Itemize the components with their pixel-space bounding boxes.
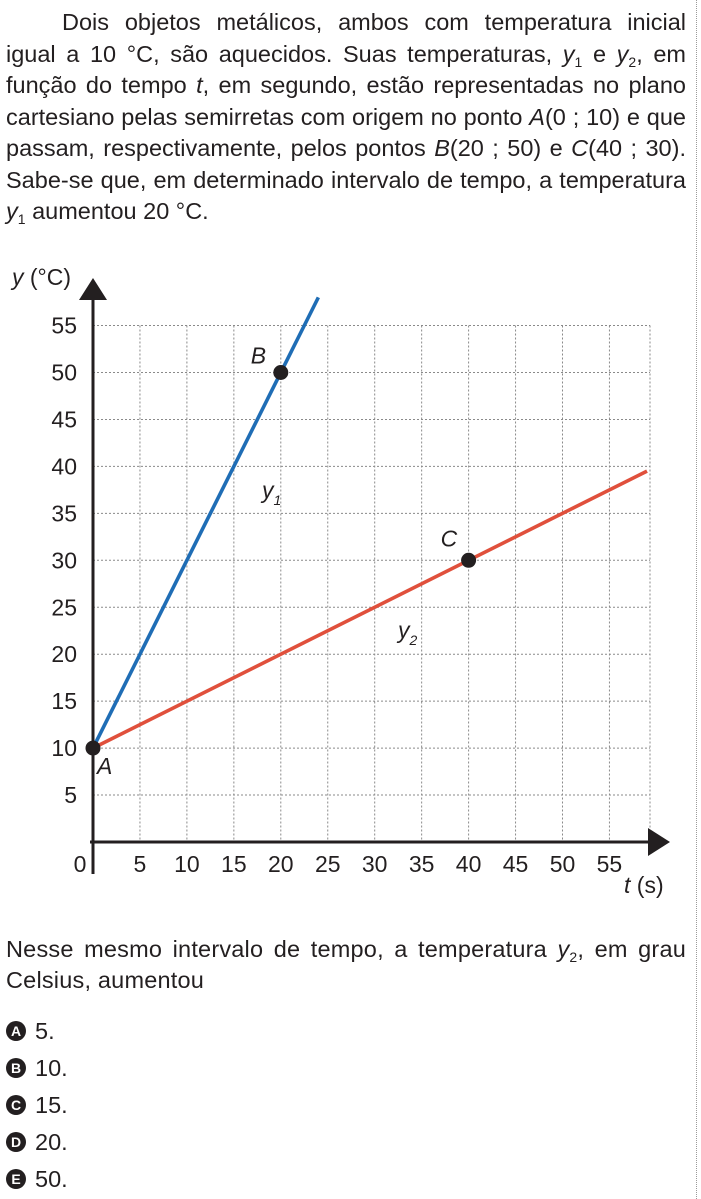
- x-tick-label: 10: [174, 851, 200, 877]
- data-point: [85, 740, 101, 756]
- data-point: [273, 365, 289, 380]
- y-tick-label: 30: [51, 547, 77, 573]
- data-point: [461, 552, 477, 568]
- series-label: y1: [260, 477, 281, 508]
- axes: [79, 278, 670, 874]
- x-tick-label: 45: [503, 851, 529, 877]
- data-points: A B C: [85, 343, 477, 779]
- x-tick-label: 40: [456, 851, 482, 877]
- x-tick-label: 0: [74, 851, 87, 877]
- option-text: 50.: [35, 1165, 68, 1192]
- point-label: B: [251, 343, 266, 369]
- x-axis-arrow-icon: [648, 828, 670, 856]
- x-tick-labels: 0 5 10 15 20 25 30 35 40 45 50 55: [74, 851, 623, 877]
- x-tick-label: 5: [134, 851, 147, 877]
- y-tick-label: 35: [51, 500, 77, 526]
- y-axis-arrow-icon: [79, 278, 107, 300]
- y-tick-label: 50: [51, 360, 77, 386]
- option-text: 20.: [35, 1128, 68, 1155]
- y-tick-label: 20: [51, 641, 77, 667]
- y-tick-label: 55: [51, 313, 77, 339]
- x-tick-label: 50: [550, 851, 576, 877]
- y-tick-label: 40: [51, 453, 77, 479]
- option-d[interactable]: D 20.: [6, 1123, 68, 1160]
- option-text: 5.: [35, 1017, 55, 1044]
- page-margin-rule: [696, 0, 697, 1199]
- y-axis-title: y (°C): [10, 264, 71, 290]
- question-statement: Dois objetos metálicos, ambos com temper…: [6, 9, 686, 227]
- x-tick-label: 55: [597, 851, 623, 877]
- y-tick-label: 15: [51, 688, 77, 714]
- option-badge: D: [6, 1131, 26, 1152]
- graph-svg: 0 5 10 15 20 25 30 35 40 45 50 55 5 10 15 20 25 30 35 40 45…: [10, 264, 670, 898]
- point-label: A: [95, 753, 112, 779]
- x-axis-title: t (s): [624, 872, 664, 898]
- y-tick-labels: 5 10 15 20 25 30 35 40 45 50 55: [51, 313, 77, 809]
- option-b[interactable]: B 10.: [6, 1049, 68, 1086]
- option-text: 10.: [35, 1054, 68, 1081]
- series-label: y2: [396, 617, 418, 648]
- y-tick-label: 45: [51, 406, 77, 432]
- grid-lines: [93, 325, 651, 842]
- x-tick-label: 25: [315, 851, 341, 877]
- point-label: C: [441, 525, 458, 551]
- cartesian-graph: 0 5 10 15 20 25 30 35 40 45 50 55 5 10 15 20 25 30 35 40 45…: [0, 250, 701, 910]
- x-tick-label: 30: [362, 851, 388, 877]
- option-a[interactable]: A 5.: [6, 1012, 68, 1049]
- y-tick-label: 5: [64, 782, 77, 808]
- option-badge: B: [6, 1057, 26, 1078]
- x-tick-label: 15: [221, 851, 247, 877]
- option-badge: E: [6, 1168, 26, 1189]
- series-lines: y1 y2: [91, 296, 648, 750]
- option-badge: A: [6, 1020, 26, 1041]
- series-line: [92, 469, 648, 750]
- y-tick-label: 10: [51, 735, 77, 761]
- option-e[interactable]: E 50.: [6, 1160, 68, 1197]
- option-badge: C: [6, 1094, 26, 1115]
- series-line: [91, 296, 320, 749]
- x-tick-label: 35: [409, 851, 435, 877]
- option-c[interactable]: C 15.: [6, 1086, 68, 1123]
- option-text: 15.: [35, 1091, 68, 1118]
- y-tick-label: 25: [51, 594, 77, 620]
- question-prompt: Nesse mesmo intervalo de tempo, a temper…: [6, 936, 686, 993]
- answer-options: A 5. B 10. C 15. D 20. E 50.: [6, 1012, 68, 1197]
- x-tick-label: 20: [268, 851, 294, 877]
